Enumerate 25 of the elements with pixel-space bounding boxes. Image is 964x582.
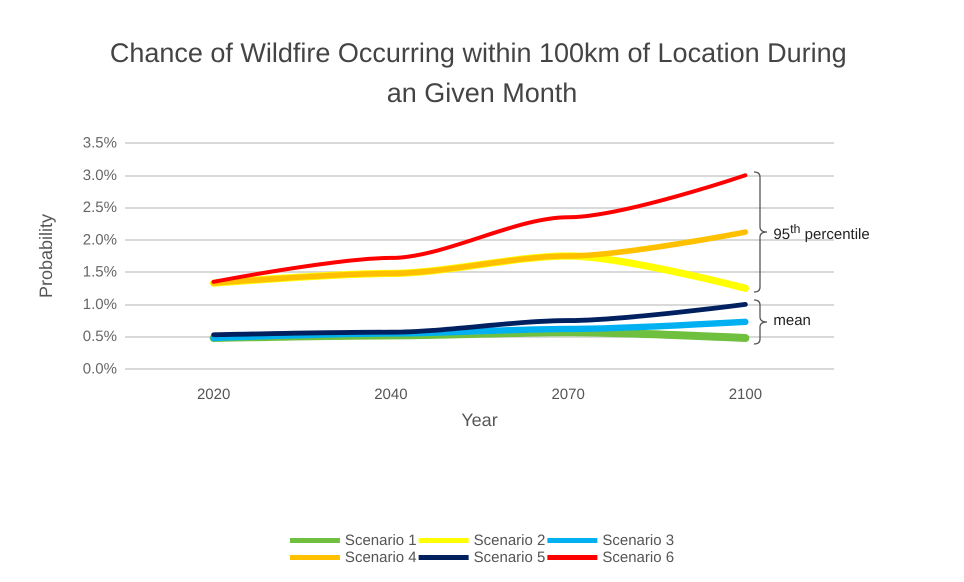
y-tick-label: 1.5% xyxy=(82,264,117,281)
x-tick-label: 2020 xyxy=(196,386,230,403)
y-tick-label: 2.5% xyxy=(82,199,117,216)
x-axis-title: Year xyxy=(461,410,498,430)
annotation: mean xyxy=(773,312,811,329)
annotation: 95$^{th}$ percentile xyxy=(773,222,870,244)
legend-label: Scenario 5 xyxy=(474,549,546,566)
x-tick-label: 2100 xyxy=(728,386,762,403)
y-tick-label: 0.0% xyxy=(82,360,117,378)
line-series xyxy=(211,302,748,338)
chart-title: Chance of Wildfire Occurring within 100km of Location During an Given Month xyxy=(110,38,854,108)
y-tick-label: 1.0% xyxy=(82,296,117,313)
y-tick-label: 0.5% xyxy=(82,328,117,346)
line-series xyxy=(212,173,748,284)
legend-label: Scenario 3 xyxy=(602,532,674,549)
y-tick-label: 3.5% xyxy=(82,134,117,152)
legend-label: Scenario 4 xyxy=(344,549,417,566)
y-tick-label: 3.0% xyxy=(82,166,117,184)
legend-label: Scenario 6 xyxy=(602,549,674,566)
y-tick-label: 2.0% xyxy=(82,231,117,248)
x-tick-label: 2070 xyxy=(551,386,585,403)
x-tick-label: 2040 xyxy=(374,386,408,403)
legend-label: Scenario 2 xyxy=(474,532,546,549)
legend-label: Scenario 1 xyxy=(344,532,417,549)
y-axis-title: Probability xyxy=(36,214,56,298)
